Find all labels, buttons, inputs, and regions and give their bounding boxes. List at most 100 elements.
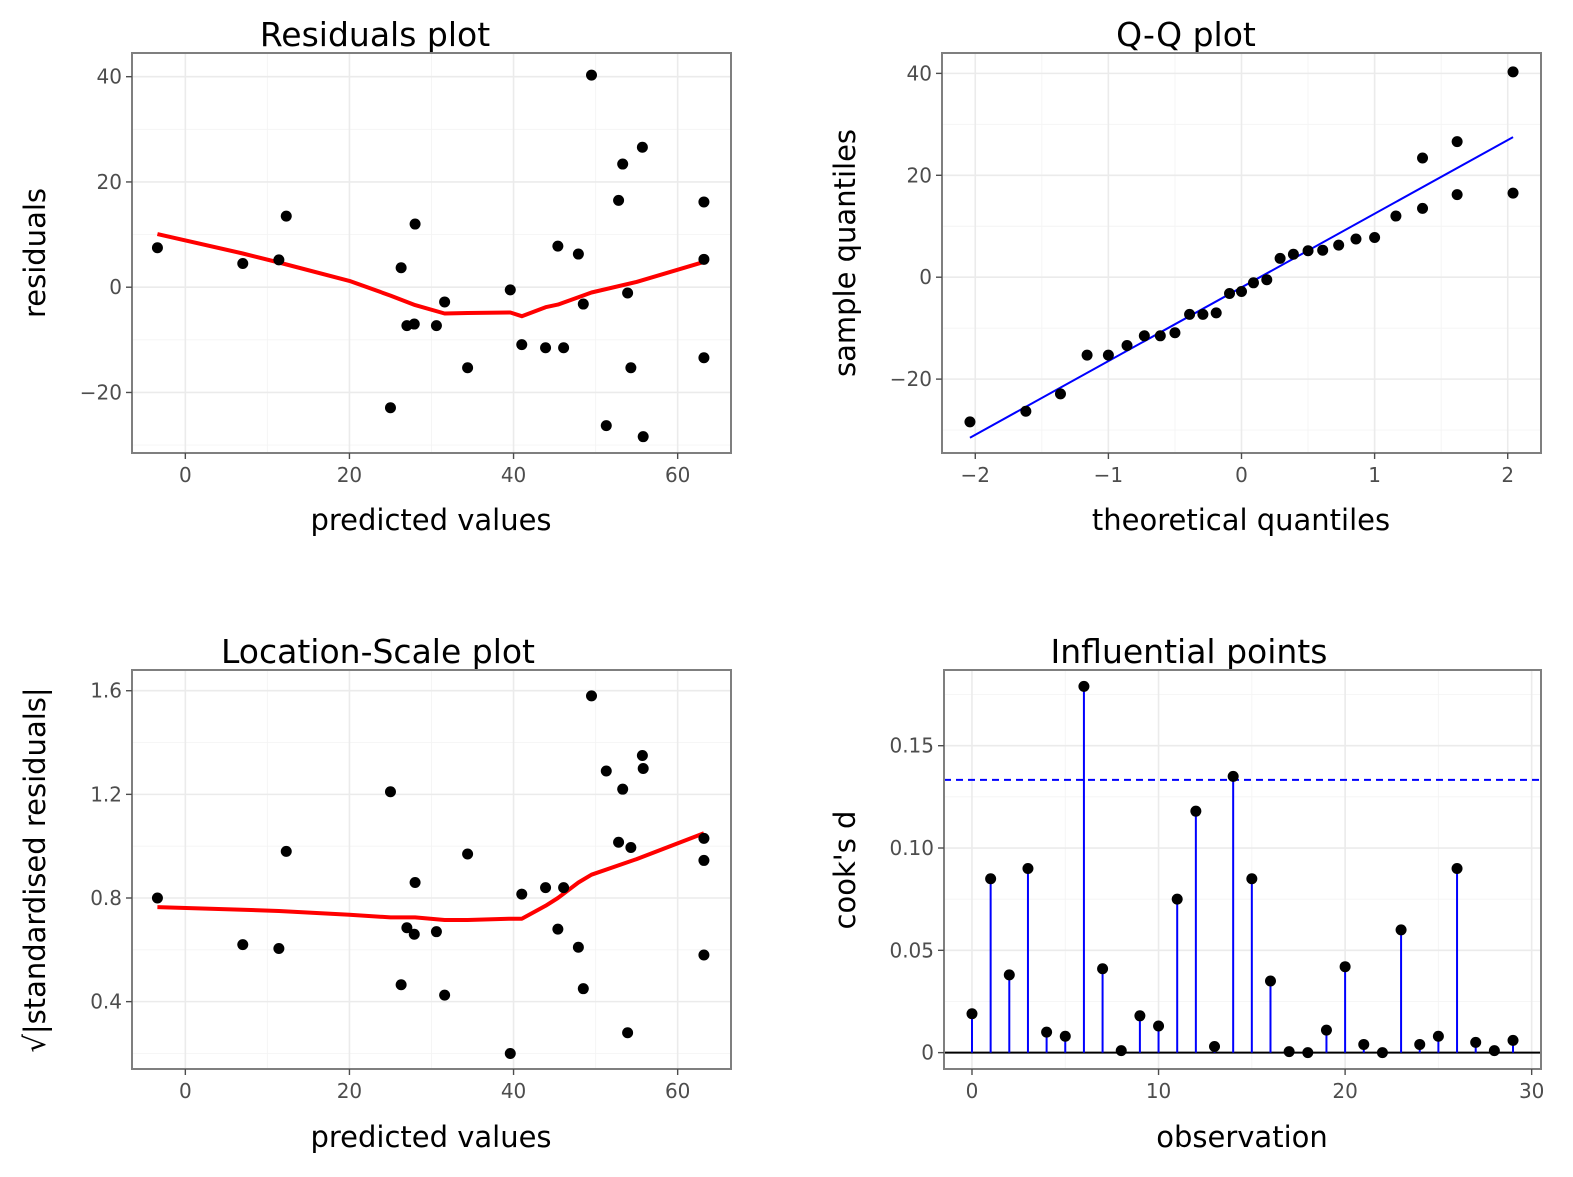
data-point — [504, 284, 516, 296]
data-point — [1333, 239, 1345, 251]
data-point — [1059, 1030, 1071, 1042]
residuals-panel: Residuals plot 0 20 40 60 −20 0 20 40 predicte… — [18, 15, 732, 537]
data-point — [1171, 893, 1183, 905]
x-tick-label: 0 — [179, 1079, 192, 1103]
x-tick-label: 10 — [1146, 1079, 1171, 1103]
data-point — [600, 765, 612, 777]
data-point — [1350, 233, 1362, 245]
data-point — [1190, 805, 1202, 817]
influence-points — [966, 680, 1519, 1059]
x-tick-label: 0 — [966, 1079, 979, 1103]
x-tick-label: 0 — [179, 463, 192, 487]
x-tick-label: 0 — [1235, 463, 1248, 487]
data-point — [1020, 405, 1032, 417]
data-point — [1287, 248, 1299, 260]
data-point — [572, 941, 584, 953]
data-point — [1102, 349, 1114, 361]
data-point — [636, 141, 648, 153]
data-point — [1274, 252, 1286, 264]
data-point — [1097, 963, 1109, 975]
data-point — [504, 1047, 516, 1059]
data-point — [1247, 277, 1259, 289]
location-scale-grid — [132, 670, 731, 1069]
data-point — [1154, 330, 1166, 342]
data-point — [384, 786, 396, 798]
data-point — [600, 420, 612, 432]
smoothed-trend-line — [157, 831, 705, 922]
data-point — [1507, 66, 1519, 78]
y-tick-label: 1.6 — [90, 679, 122, 703]
location-scale-panel: Location-Scale plot 0 20 40 60 0.4 0.8 1.2 1.6… — [18, 632, 732, 1154]
x-tick-label: 1 — [1368, 463, 1381, 487]
data-point — [1078, 680, 1090, 692]
data-point — [151, 892, 163, 904]
data-point — [622, 1027, 634, 1039]
location-scale-y-ticks: 0.4 0.8 1.2 1.6 — [90, 679, 132, 1014]
data-point — [586, 69, 598, 81]
data-point — [572, 248, 584, 260]
location-scale-title: Location-Scale plot — [221, 632, 535, 671]
y-tick-label: 40 — [97, 65, 122, 89]
influence-y-ticks: 0 0.05 0.10 0.15 — [889, 734, 944, 1065]
data-point — [1376, 1047, 1388, 1059]
x-tick-label: 60 — [665, 463, 690, 487]
data-point — [966, 1008, 978, 1020]
data-point — [1138, 330, 1150, 342]
data-point — [1390, 210, 1402, 222]
data-point — [698, 352, 710, 364]
data-point — [1041, 1026, 1053, 1038]
data-point — [1417, 152, 1429, 164]
y-tick-label: 0.8 — [90, 886, 122, 910]
data-point — [1317, 244, 1329, 256]
data-point — [1339, 961, 1351, 973]
data-point — [1507, 1034, 1519, 1046]
data-point — [540, 342, 552, 354]
y-tick-label: 0.05 — [889, 938, 934, 962]
data-point — [613, 836, 625, 848]
data-point — [985, 873, 997, 885]
qq-y-label: sample quantiles — [828, 129, 862, 377]
data-point — [273, 254, 285, 266]
data-point — [237, 939, 249, 951]
influence-border — [943, 669, 1542, 1070]
data-point — [1451, 862, 1463, 874]
y-tick-label: −20 — [890, 367, 932, 391]
data-point — [462, 362, 474, 374]
data-point — [430, 320, 442, 332]
data-point — [637, 762, 649, 774]
data-point — [1121, 339, 1133, 351]
data-point — [617, 158, 629, 170]
data-point — [1236, 285, 1247, 297]
data-point — [462, 848, 474, 860]
influence-trend-layer — [944, 778, 1541, 1054]
data-point — [1302, 245, 1314, 257]
data-point — [698, 854, 710, 866]
x-tick-label: 40 — [501, 1079, 526, 1103]
data-point — [1224, 288, 1236, 300]
data-point — [1134, 1010, 1146, 1022]
y-tick-label: 40 — [907, 61, 932, 85]
x-tick-label: 40 — [501, 463, 526, 487]
data-point — [698, 832, 710, 844]
data-point — [1210, 307, 1222, 319]
y-tick-label: 0.15 — [889, 734, 934, 758]
location-scale-x-ticks: 0 20 40 60 — [179, 1069, 690, 1103]
x-tick-label: −2 — [961, 463, 990, 487]
residuals-y-label: residuals — [18, 188, 52, 318]
data-point — [1369, 231, 1381, 243]
qq-x-ticks: −2 −1 0 1 2 — [961, 453, 1514, 487]
location-scale-border — [131, 669, 732, 1070]
data-point — [1414, 1038, 1426, 1050]
qq-title: Q-Q plot — [1116, 15, 1256, 54]
data-point — [1169, 327, 1181, 339]
data-point — [1115, 1045, 1127, 1057]
data-point — [439, 989, 451, 1001]
data-point — [1264, 975, 1276, 987]
residuals-y-ticks: −20 0 20 40 — [80, 65, 132, 404]
influence-panel: Influential points 0 10 20 30 0 0.05 0.10 0.15… — [828, 632, 1544, 1154]
data-point — [273, 943, 285, 955]
data-point — [1432, 1030, 1444, 1042]
data-point — [1197, 308, 1209, 320]
data-point — [552, 240, 564, 252]
y-tick-label: −20 — [80, 380, 122, 404]
